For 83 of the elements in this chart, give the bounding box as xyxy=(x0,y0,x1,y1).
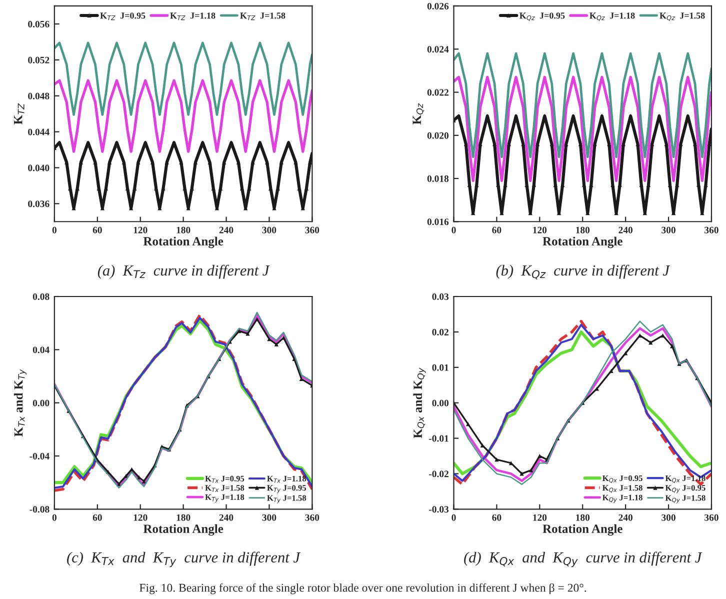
y-tick-label: 0.020 xyxy=(427,132,449,139)
x-tick-label: 120 xyxy=(134,226,148,234)
legend-label: K$_{Ty}$ J=0.95 xyxy=(267,485,306,494)
legend-label: K$_{Qz}$ J=1.58 xyxy=(660,12,705,21)
y-tick-label: 0.036 xyxy=(28,200,50,208)
y-tick-label: 0.00 xyxy=(32,400,50,406)
x-tick-label: 240 xyxy=(219,514,234,521)
x-tick-label: 0 xyxy=(452,514,456,521)
legend-label: K$_{Qy}$ J=0.95 xyxy=(665,485,706,494)
y-axis-title: K$_{Qx}$ and K$_{Qy}$ xyxy=(413,368,426,438)
text: (c) K$_{Tx}$ and K$_{Ty}$ curve in different J xyxy=(67,552,301,568)
y-tick-label: -0.02 xyxy=(428,470,448,478)
legend-label: K$_{Qz}$ J=1.18 xyxy=(590,12,635,21)
legend-label: K$_{Tx}$ J=1.18 xyxy=(267,476,306,483)
x-tick-label: 360 xyxy=(704,514,718,521)
x-tick-label: 360 xyxy=(305,226,320,234)
y-tick-label: 0.04 xyxy=(32,346,50,354)
y-tick-label: 0.044 xyxy=(28,128,50,136)
y-tick-label: 0.01 xyxy=(432,364,448,371)
caption: Fig. 10. Bearing force of the single rotor blade over one revolution in different J when β = 20°. xyxy=(140,583,586,594)
legend-label: K$_{Tx}$ J=1.58 xyxy=(205,485,244,492)
y-tick-label: 0.016 xyxy=(427,218,449,226)
y-axis-title: K$_{Tx}$ and K$_{Ty}$ xyxy=(14,369,26,437)
legend-label: K$_{TZ}$ J=0.95 xyxy=(100,12,146,20)
x-tick-label: 0 xyxy=(52,226,57,234)
x-axis-title: Rotation Angle xyxy=(143,524,224,536)
y-axis-title: K$_{Qz}$ xyxy=(412,103,424,124)
x-tick-label: 120 xyxy=(533,226,547,234)
x-tick-label: 360 xyxy=(704,226,718,234)
y-tick-label: 0.022 xyxy=(427,89,448,96)
y-tick-label: -0.03 xyxy=(428,506,449,513)
y-tick-label: -0.01 xyxy=(428,435,448,442)
x-tick-label: 240 xyxy=(618,226,632,234)
x-axis-title: Rotation Angle xyxy=(542,236,622,248)
y-tick-label: -0.08 xyxy=(30,506,50,513)
x-tick-label: 60 xyxy=(492,226,502,234)
legend-label: K$_{TZ}$ J=1.58 xyxy=(240,12,286,20)
x-axis-title: Rotation Angle xyxy=(542,524,622,536)
x-tick-label: 300 xyxy=(262,514,276,521)
y-tick-label: 0.048 xyxy=(28,92,50,100)
y-tick-label: 0.052 xyxy=(28,56,50,64)
x-tick-label: 60 xyxy=(92,226,102,234)
y-axis-title: K$_{TZ}$ xyxy=(14,103,24,124)
legend-label: K$_{Qx}$ J=1.58 xyxy=(602,485,642,493)
x-tick-label: 300 xyxy=(662,514,676,521)
x-tick-label: 240 xyxy=(618,514,632,521)
legend-label: K$_{Ty}$ J=1.58 xyxy=(267,495,306,504)
legend-label: K$_{Qy}$ J=1.18 xyxy=(602,494,642,503)
text: (b) K$_{Qz}$ curve in different J xyxy=(496,264,670,280)
y-tick-label: 0.00 xyxy=(432,400,449,406)
x-tick-label: 0 xyxy=(452,226,456,234)
legend-label: K$_{Qx}$ J=1.18 xyxy=(665,475,706,484)
legend-label: K$_{Ty}$ J=1.18 xyxy=(205,494,244,502)
y-tick-label: 0.056 xyxy=(28,20,50,28)
x-tick-label: 120 xyxy=(533,514,547,521)
legend-label: K$_{Qz}$ J=0.95 xyxy=(520,12,565,21)
legend-label: K$_{Tx}$ J=0.95 xyxy=(205,476,244,483)
text: (a) K$_{Tz}$ curve in different J xyxy=(98,264,270,279)
y-tick-label: 0.040 xyxy=(28,164,50,172)
y-tick-label: 0.08 xyxy=(32,293,50,300)
x-tick-label: 180 xyxy=(576,226,590,234)
x-tick-label: 120 xyxy=(134,514,148,521)
x-tick-label: 240 xyxy=(219,226,234,234)
legend-label: K$_{Qx}$ J=0.95 xyxy=(602,475,642,484)
x-tick-label: 60 xyxy=(492,514,502,521)
x-tick-label: 60 xyxy=(92,514,102,521)
y-tick-label: 0.03 xyxy=(432,293,449,300)
x-tick-label: 300 xyxy=(662,226,676,234)
x-tick-label: 180 xyxy=(176,514,190,521)
y-tick-label: 0.024 xyxy=(427,46,449,53)
x-tick-label: 360 xyxy=(305,514,320,521)
text: (d) K$_{Qx}$ and K$_{Qy}$ curve in different J xyxy=(464,552,702,568)
legend-label: K$_{TZ}$ J=1.18 xyxy=(170,12,216,20)
x-tick-label: 180 xyxy=(176,226,190,234)
x-tick-label: 300 xyxy=(262,226,276,234)
y-tick-label: 0.02 xyxy=(432,328,448,336)
x-axis-title: Rotation Angle xyxy=(143,236,224,248)
y-tick-label: 0.026 xyxy=(427,2,449,10)
y-tick-label: -0.04 xyxy=(30,452,50,460)
x-tick-label: 180 xyxy=(576,514,590,521)
legend-label: K$_{Qy}$ J=1.58 xyxy=(665,495,706,504)
y-tick-label: 0.018 xyxy=(427,175,449,182)
x-tick-label: 0 xyxy=(52,514,57,521)
